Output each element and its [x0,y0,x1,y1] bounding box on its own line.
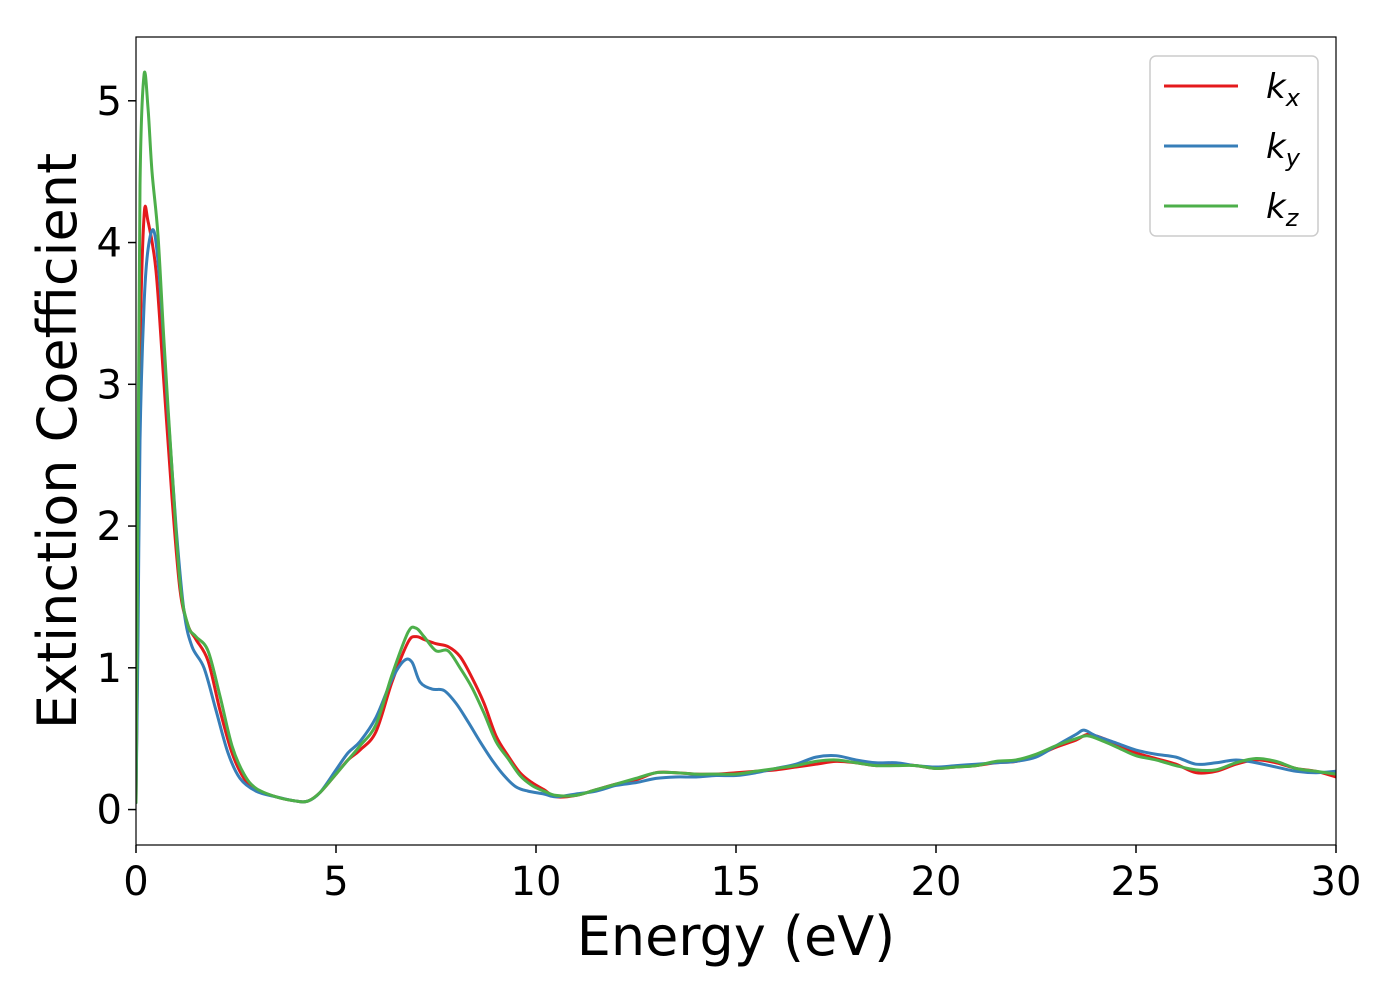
y-axis-ticks: 0 1 2 3 4 5 [97,79,136,834]
x-tick-label: 15 [711,859,762,905]
y-axis-label: Extinction Coefficient [26,153,89,729]
y-tick-label: 2 [97,504,122,550]
x-axis-ticks: 0 5 10 15 20 25 30 [123,845,1361,905]
y-tick-label: 3 [97,362,122,408]
x-tick-label: 5 [323,859,348,905]
y-tick-label: 0 [97,788,122,834]
series-lines [136,70,1336,804]
x-tick-label: 0 [123,859,148,905]
x-axis-label: Energy (eV) [577,905,896,968]
y-tick-label: 5 [97,79,122,125]
x-tick-label: 20 [911,859,962,905]
x-tick-label: 25 [1111,859,1162,905]
x-tick-label: 30 [1311,859,1362,905]
y-tick-label: 4 [97,221,122,267]
y-tick-label: 1 [97,646,122,692]
x-tick-label: 10 [511,859,562,905]
series-line-kz [136,70,1336,804]
series-line-ky [136,228,1336,804]
